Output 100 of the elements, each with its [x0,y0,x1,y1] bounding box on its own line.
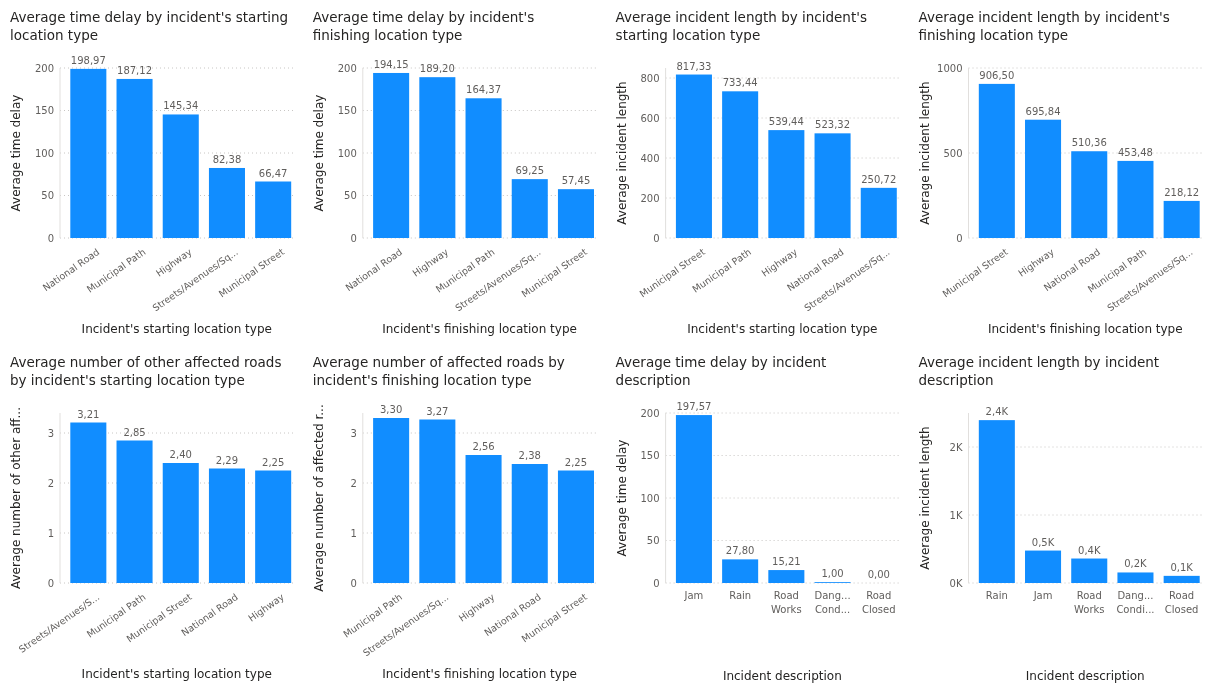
y-tick-label: 150 [640,450,660,461]
bar [722,559,759,583]
y-tick-label: 0 [653,232,660,244]
data-label: 15,21 [772,556,801,568]
data-label: 2,85 [123,426,146,438]
bar [557,189,594,238]
data-label: 2,4K [985,406,1009,418]
x-axis-title: Incident description [1025,669,1145,683]
x-tick-label: Rain [729,590,752,601]
data-label: 2,40 [169,449,192,460]
data-label: 3,27 [426,405,449,417]
bar [1117,572,1154,583]
x-axis-title: Incident description [722,669,842,683]
y-tick-label: 200 [34,62,54,74]
x-axis-title: Incident's finishing location type [382,322,577,336]
data-label: 194,15 [373,58,409,70]
data-label: 733,44 [722,77,758,89]
y-axis-title: Average time delay [614,439,629,557]
y-tick-label: 0K [949,577,963,589]
y-tick-label: 3 [350,427,357,439]
y-tick-label: 3 [47,427,54,439]
y-tick-label: 1 [47,527,54,539]
data-label: 539,44 [768,116,804,128]
y-tick-label: 100 [34,147,54,159]
data-label: 523,32 [815,119,851,131]
data-label: 3,21 [77,408,100,420]
y-tick-label: 200 [640,192,660,204]
data-label: 817,33 [676,60,712,72]
bar [511,179,548,238]
data-label: 2,29 [215,454,239,466]
data-label: 0,4K [1078,544,1101,556]
bar [1163,200,1200,238]
bar [208,468,245,583]
bar [419,77,456,238]
y-tick-label: 1K [949,509,963,521]
bar [1025,119,1062,238]
y-tick-label: 0 [956,232,963,244]
data-label: 0,2K [1124,558,1148,570]
bar [860,187,897,238]
bar [1071,558,1108,583]
x-tick-label: Road Closed [1164,590,1199,615]
bar [465,455,502,583]
x-axis-title: Incident's starting location type [81,667,272,681]
bar [511,464,548,583]
y-tick-label: 200 [640,407,660,419]
data-label: 2,38 [518,450,541,461]
chart-title: Average number of other affected roads by incident's starting location type [10,354,282,388]
x-axis-title: Incident's starting location type [687,322,878,336]
bar [675,74,712,238]
bar [978,420,1015,583]
bar [675,415,712,583]
bar [1163,575,1200,583]
data-label: 695,84 [1025,105,1061,117]
y-axis-title: Average time delay [9,94,23,212]
y-tick-label: 100 [640,492,660,504]
x-axis-title: Incident's finishing location type [382,667,577,681]
data-label: 453,48 [1117,146,1153,158]
data-label: 906,50 [979,69,1015,81]
bar [208,167,245,238]
y-tick-label: 2K [949,441,963,453]
y-tick-label: 0 [350,232,357,244]
y-tick-label: 50 [41,190,54,201]
data-label: 69,25 [515,165,545,177]
x-tick-label: Jam [1032,590,1053,601]
data-label: 0,1K [1170,561,1194,573]
y-tick-label: 150 [337,105,357,116]
y-tick-label: 2 [350,477,357,489]
chart-title: Average time delay by incident description [615,354,827,388]
bar [557,470,594,583]
data-label: 0,5K [1031,536,1055,548]
y-tick-label: 500 [943,147,963,159]
y-tick-label: 1000 [937,62,963,74]
data-label: 66,47 [258,167,288,179]
bar [768,130,805,238]
bar [116,440,153,583]
bar [1025,550,1062,583]
data-label: 510,36 [1071,137,1107,149]
bar [722,91,759,238]
data-label: 2,25 [564,456,588,468]
bar [162,114,199,238]
bar [255,181,292,238]
y-axis-title: Average number of affected r... [311,404,326,592]
data-label: 250,72 [861,173,897,185]
data-label: 187,12 [117,64,153,76]
data-label: 198,97 [70,54,106,66]
y-axis-title: Average number of other aff... [9,407,23,589]
y-tick-label: 200 [337,62,357,74]
bar [116,78,153,238]
y-tick-label: 100 [337,147,357,159]
bar [1071,151,1108,238]
y-tick-label: 800 [640,72,660,84]
data-label: 2,25 [262,456,285,468]
data-label: 82,38 [212,153,242,165]
y-tick-label: 0 [653,577,660,589]
bar [255,470,292,583]
bar [1117,160,1154,238]
x-tick-label: Jam [683,590,704,601]
chart-title: Average time delay by incident's finishing location type [312,9,535,43]
x-axis-title: Incident's finishing location type [987,322,1183,336]
x-axis-title: Incident's starting location type [81,322,272,336]
